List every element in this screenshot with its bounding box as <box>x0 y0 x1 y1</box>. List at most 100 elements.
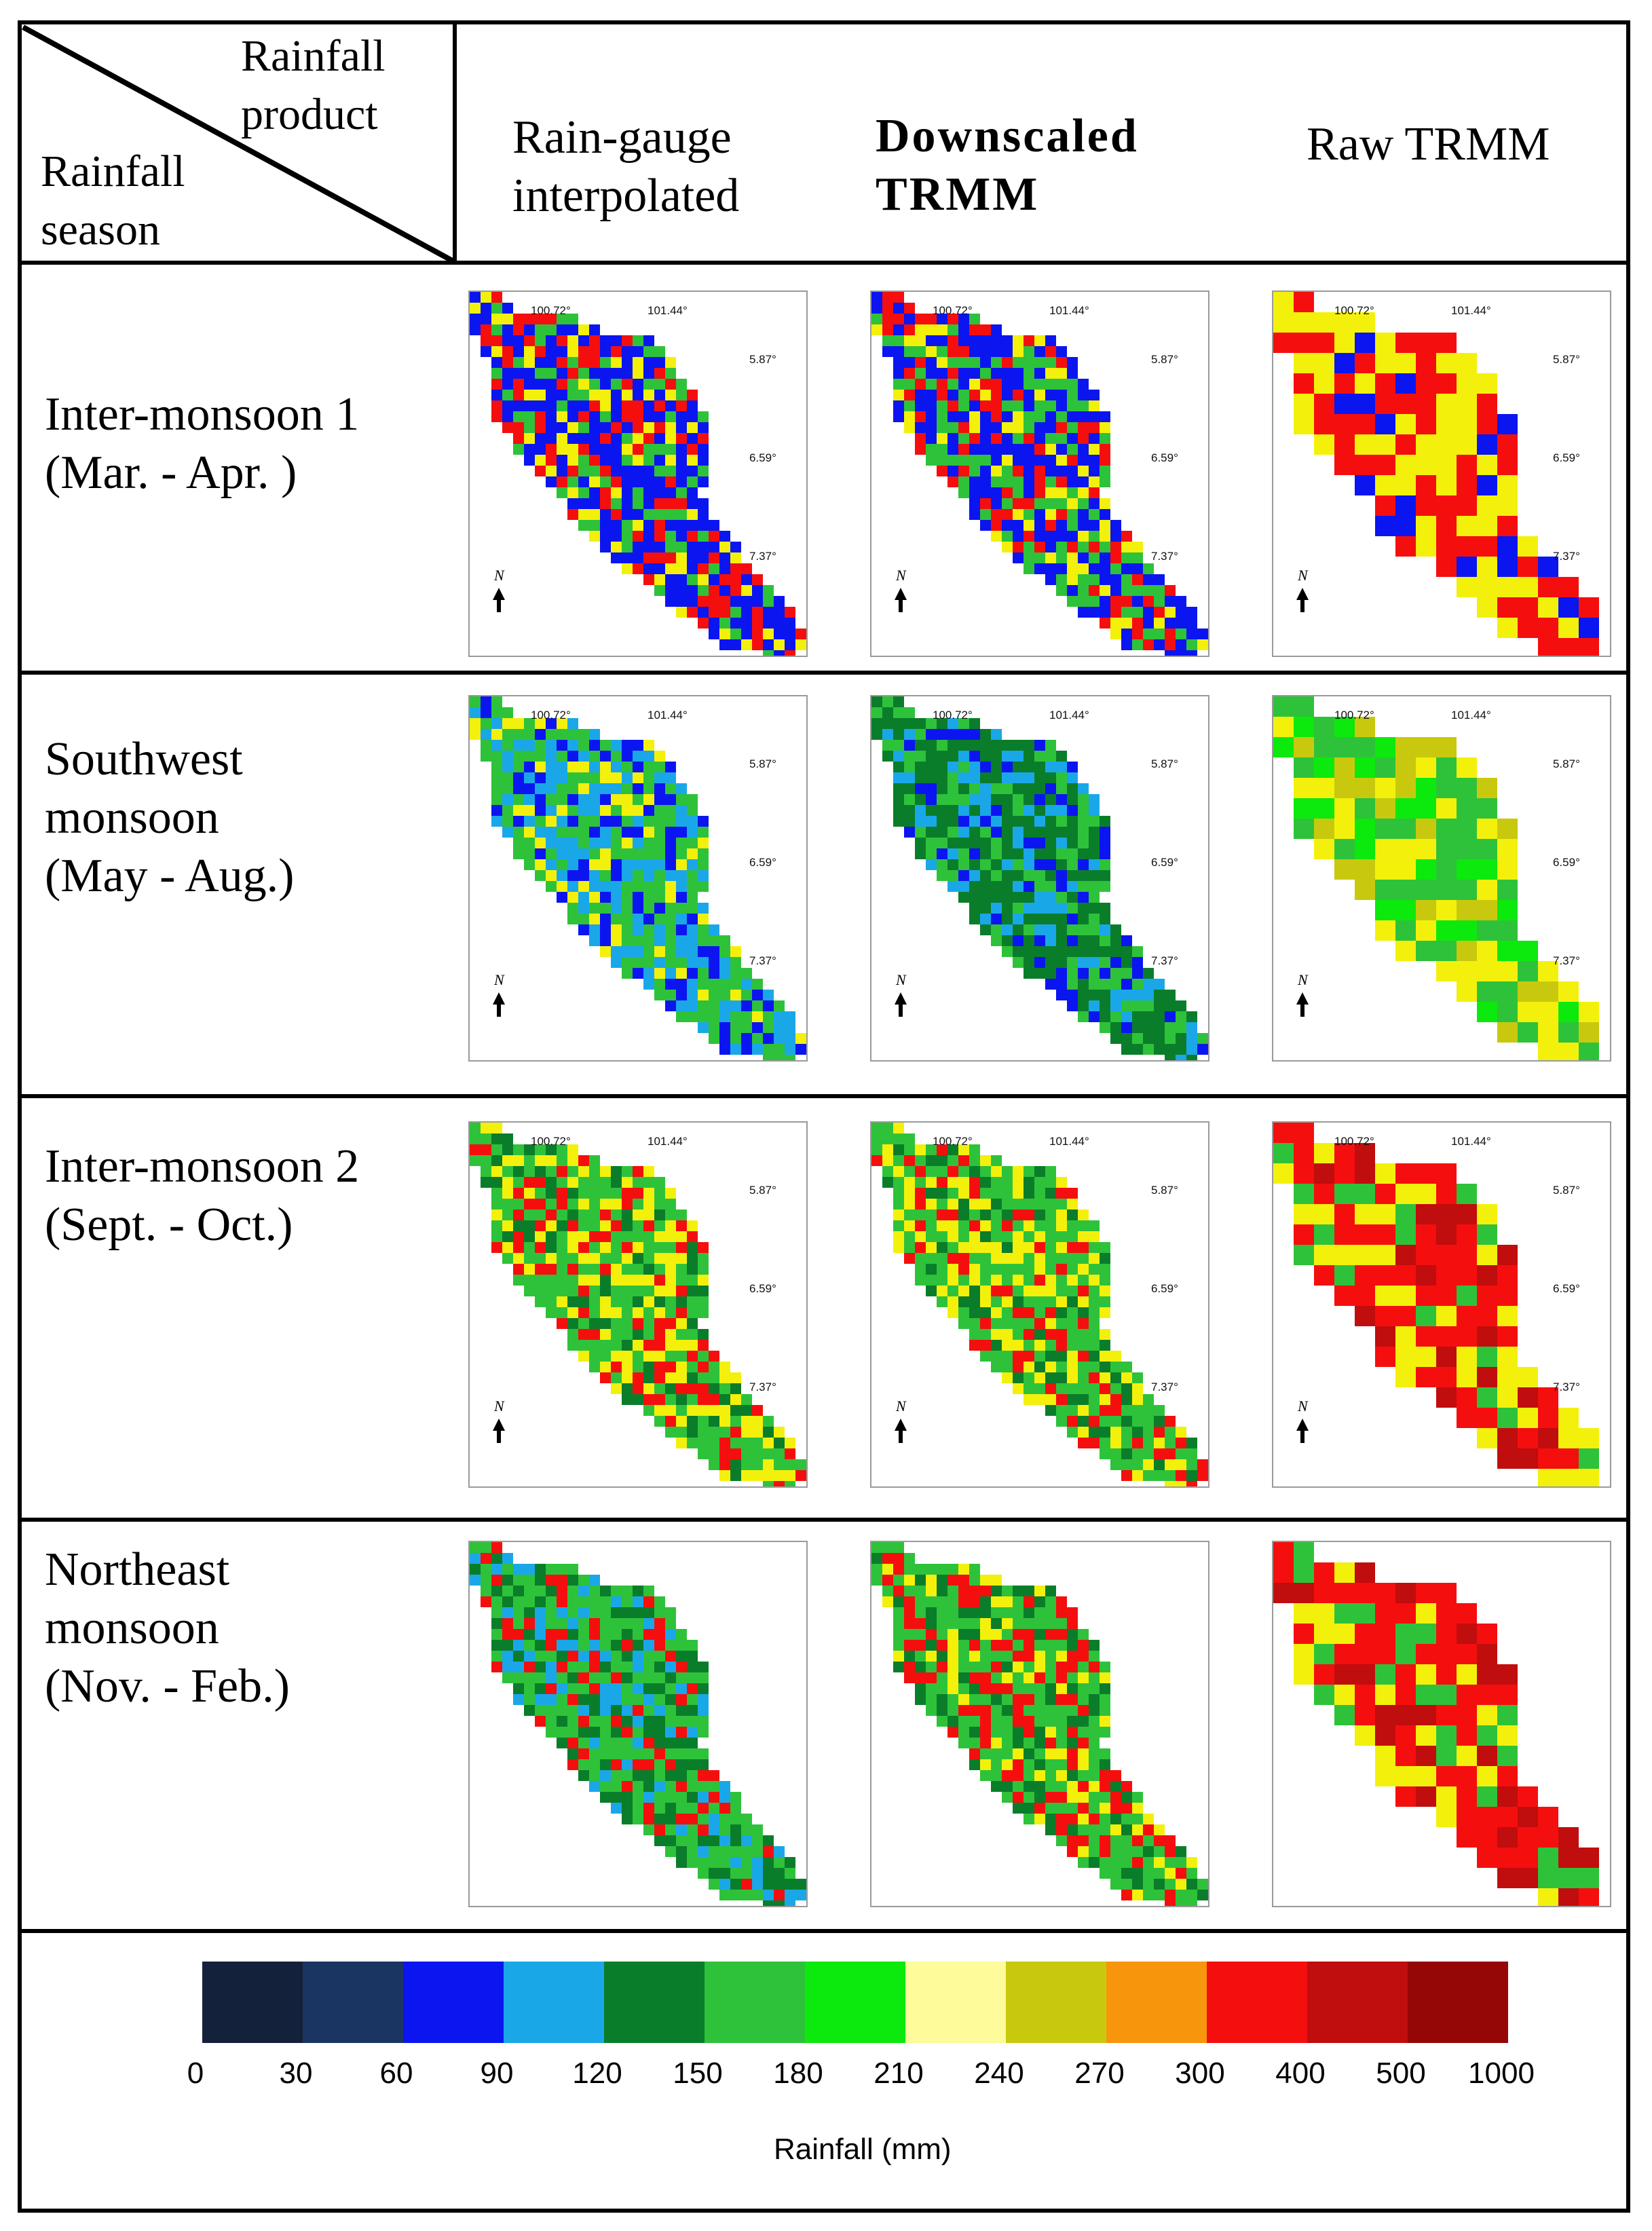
grid-cell <box>1024 1275 1034 1286</box>
grid-cell <box>1002 859 1013 870</box>
grid-cell <box>893 335 904 346</box>
grid-cell <box>730 574 741 585</box>
grid-cell <box>730 1459 741 1470</box>
grid-cell <box>611 1286 622 1296</box>
grid-cell <box>958 1694 969 1705</box>
grid-cell <box>557 1705 567 1716</box>
grid-cell <box>600 838 611 848</box>
grid-cell <box>763 1868 774 1879</box>
grid-cell <box>947 718 958 729</box>
grid-cell <box>1002 1264 1013 1275</box>
grid-cell <box>947 1264 958 1275</box>
grid-cell <box>937 1242 947 1253</box>
grid-cell <box>1294 1603 1314 1624</box>
grid-cell <box>1089 1781 1100 1792</box>
longitude-label: 100.72° <box>933 709 973 721</box>
grid-cell <box>676 1781 687 1792</box>
grid-cell <box>611 476 622 487</box>
grid-cell <box>991 1618 1002 1629</box>
grid-cell <box>969 1340 980 1351</box>
grid-cell <box>1002 1672 1013 1683</box>
grid-cell <box>676 400 687 411</box>
grid-cell <box>676 1738 687 1748</box>
grid-cell <box>1273 1163 1294 1184</box>
grid-cell <box>654 1607 665 1618</box>
grid-cell <box>1121 979 1132 990</box>
grid-cell <box>1002 1607 1013 1618</box>
grid-cell <box>687 914 698 924</box>
grid-cell <box>730 629 741 639</box>
grid-cell <box>589 772 600 783</box>
grid-cell <box>665 1759 676 1770</box>
grid-cell <box>1056 476 1067 487</box>
grid-cell <box>1089 1770 1100 1781</box>
grid-cell <box>969 1716 980 1727</box>
grid-cell <box>643 1803 654 1814</box>
grid-cell <box>1078 827 1089 838</box>
grid-cell <box>1457 475 1477 495</box>
grid-cell <box>687 1264 698 1275</box>
grid-cell <box>752 1011 763 1022</box>
grid-cell <box>1355 880 1375 900</box>
grid-cell <box>502 718 513 729</box>
grid-cell <box>589 1727 600 1738</box>
grid-cell <box>1078 859 1089 870</box>
grid-cell <box>633 1329 643 1340</box>
grid-cell <box>947 314 958 324</box>
grid-cell <box>654 1662 665 1672</box>
grid-cell <box>643 1351 654 1362</box>
grid-cell <box>1176 1481 1186 1486</box>
grid-cell <box>1143 1824 1154 1835</box>
grid-cell <box>1056 1210 1067 1220</box>
grid-cell <box>1416 516 1436 536</box>
grid-cell <box>643 859 654 870</box>
grid-cell <box>687 1770 698 1781</box>
grid-cell <box>546 729 557 740</box>
grid-cell <box>1497 900 1518 920</box>
grid-cell <box>1395 1624 1416 1644</box>
grid-cell <box>1013 1727 1024 1738</box>
grid-cell <box>643 1640 654 1651</box>
grid-cell <box>969 1144 980 1155</box>
grid-cell <box>665 924 676 935</box>
grid-cell <box>1045 838 1056 848</box>
grid-cell <box>1395 1766 1416 1786</box>
grid-cell <box>589 1694 600 1705</box>
grid-cell <box>1355 839 1375 859</box>
grid-cell <box>1056 1835 1067 1846</box>
grid-cell <box>676 1672 687 1683</box>
grid-cell <box>969 1738 980 1748</box>
grid-cell <box>1314 757 1334 778</box>
grid-cell <box>1314 1603 1334 1624</box>
grid-cell <box>980 1351 991 1362</box>
grid-cell <box>904 1651 915 1662</box>
grid-cell <box>1067 1383 1078 1394</box>
grid-cell <box>1067 1372 1078 1383</box>
grid-cell <box>719 585 730 596</box>
grid-cell <box>741 629 752 639</box>
grid-cell <box>600 1716 611 1727</box>
grid-cell <box>1197 1470 1208 1481</box>
grid-cell <box>1538 1469 1558 1486</box>
grid-cell <box>741 1459 752 1470</box>
grid-cell <box>1045 794 1056 805</box>
grid-cell <box>481 1166 491 1177</box>
grid-cell <box>1013 1296 1024 1307</box>
grid-cell <box>1034 1803 1045 1814</box>
grid-cell <box>1056 433 1067 444</box>
grid-cell <box>567 870 578 881</box>
grid-cell <box>1034 1770 1045 1781</box>
grid-cell <box>937 324 947 335</box>
grid-cell <box>600 379 611 390</box>
grid-cell <box>1002 1586 1013 1596</box>
grid-cell <box>470 1575 481 1586</box>
grid-cell <box>1034 1340 1045 1351</box>
grid-cell <box>546 314 557 324</box>
grid-cell <box>947 324 958 335</box>
grid-cell <box>1078 542 1089 552</box>
grid-cell <box>915 1264 926 1275</box>
grid-cell <box>980 740 991 751</box>
grid-cell <box>1334 1245 1355 1265</box>
grid-cell <box>600 1792 611 1803</box>
grid-cell <box>654 1362 665 1372</box>
